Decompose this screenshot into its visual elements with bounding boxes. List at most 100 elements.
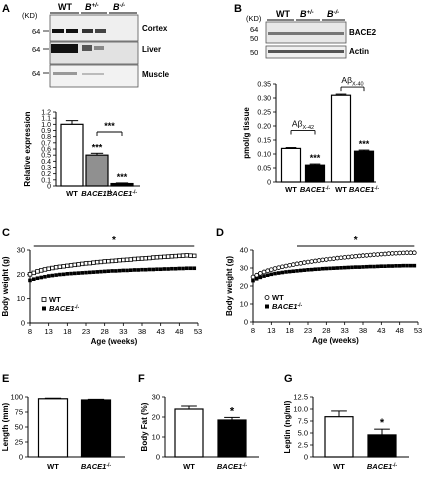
data-point [188, 253, 193, 258]
data-point [46, 266, 51, 271]
x-category-label: BACE1-/- [81, 462, 112, 471]
data-point [114, 269, 118, 273]
y-tick-label: 1.0 [41, 122, 51, 129]
data-point [147, 267, 152, 272]
data-point [276, 271, 281, 275]
data-point [129, 268, 133, 272]
data-point [173, 266, 178, 271]
chart-D-line: 0 10 20 30 40 8 13 18 23 28 33 38 43 48 53 Age (weeks) B… [225, 235, 422, 345]
data-point [110, 269, 114, 273]
blot-b-mw-50a: 50 [250, 34, 258, 43]
data-point [254, 272, 259, 278]
x-category-label: BACE1-/- [107, 189, 138, 198]
data-point [184, 253, 189, 258]
x-category-label-sup: +/- [107, 189, 113, 195]
data-point [177, 266, 182, 271]
x-category-label: WT [183, 462, 195, 471]
data-point [125, 268, 129, 273]
data-point [58, 272, 62, 277]
data-point [335, 266, 340, 270]
y-tick-label: 0.25 [257, 110, 271, 117]
x-category-label-sup: -/- [106, 462, 111, 468]
data-point [95, 270, 99, 274]
y-tick-label: 0 [304, 453, 308, 462]
legend-label: WT [49, 295, 61, 304]
data-point [276, 265, 281, 270]
data-point [173, 253, 178, 259]
data-point [346, 265, 351, 270]
significance-star: * [230, 405, 235, 417]
blot-b-lane-het: B+/- [300, 9, 314, 19]
y-tick-label: 30 [152, 393, 160, 402]
data-point [43, 274, 47, 279]
data-point [39, 275, 43, 280]
x-category-label: BACE1-/- [217, 462, 248, 471]
data-point [386, 251, 391, 256]
bar [80, 399, 112, 458]
bar [60, 123, 84, 187]
data-point [42, 267, 48, 272]
significance-star: *** [92, 142, 103, 152]
y-tick-label: 0.8 [41, 134, 51, 141]
blot-b-kd-label: (KD) [246, 14, 262, 23]
data-point [143, 256, 148, 261]
x-tick-label: 33 [119, 327, 127, 336]
data-point [181, 266, 185, 271]
data-point [368, 252, 373, 258]
x-category-label: BACE1-/- [367, 462, 398, 471]
data-point [61, 264, 66, 269]
data-point [401, 250, 406, 256]
data-point [386, 264, 391, 268]
bar [330, 94, 352, 183]
legend-label: BACE1-/- [272, 302, 303, 311]
panel-letter-b: B [234, 3, 242, 15]
data-point [397, 264, 402, 268]
data-point [109, 258, 115, 264]
data-point [165, 254, 171, 259]
x-category-label-base: BACE1 [107, 189, 132, 198]
data-point [72, 262, 77, 268]
x-category-label-sup: -/- [132, 189, 137, 195]
x-category-label-base: BACE1 [300, 185, 325, 194]
x-tick-label: 18 [63, 327, 71, 336]
data-point [346, 254, 351, 260]
y-tick-label: 0 [267, 180, 271, 187]
legend-label-sup: -/- [297, 302, 302, 308]
data-point [113, 258, 119, 263]
data-point [353, 253, 358, 259]
data-point [185, 266, 189, 271]
x-category-label-base: WT [47, 462, 59, 471]
chart-A-bar: 00.10.20.30.40.50.60.70.80.91.01.11.2 Rel… [23, 110, 140, 198]
data-point [121, 268, 126, 273]
y-tick-label: 5.0 [298, 429, 308, 438]
bar [367, 434, 397, 458]
blot-a-cortex-band-1 [52, 29, 64, 33]
data-point [192, 266, 197, 271]
x-category-label-base: WT [335, 185, 347, 194]
data-point [324, 257, 329, 262]
x-category-label: WT [66, 189, 78, 198]
y-tick-label: 75 [15, 408, 23, 417]
x-tick-label: 38 [138, 327, 146, 336]
data-point [65, 263, 70, 269]
y-tick-label: 0.5 [41, 153, 51, 160]
x-category-label: WT [285, 185, 297, 194]
data-point [408, 250, 413, 256]
y-tick-label: 0 [47, 184, 51, 191]
blot-a-cortex-mw: 64 [32, 27, 40, 36]
data-point [35, 269, 40, 274]
data-point [31, 270, 36, 276]
x-category-label: BACE1-/- [300, 185, 331, 194]
blot-a-liver-mw: 64 [32, 45, 40, 54]
blot-a-cortex-band-4 [95, 29, 106, 33]
data-point [302, 268, 307, 272]
data-point [273, 271, 277, 276]
data-point [305, 259, 311, 265]
data-point [170, 266, 174, 271]
data-point [57, 264, 63, 269]
data-point [54, 273, 58, 277]
data-point [258, 271, 263, 276]
x-tick-label: 23 [304, 326, 312, 335]
